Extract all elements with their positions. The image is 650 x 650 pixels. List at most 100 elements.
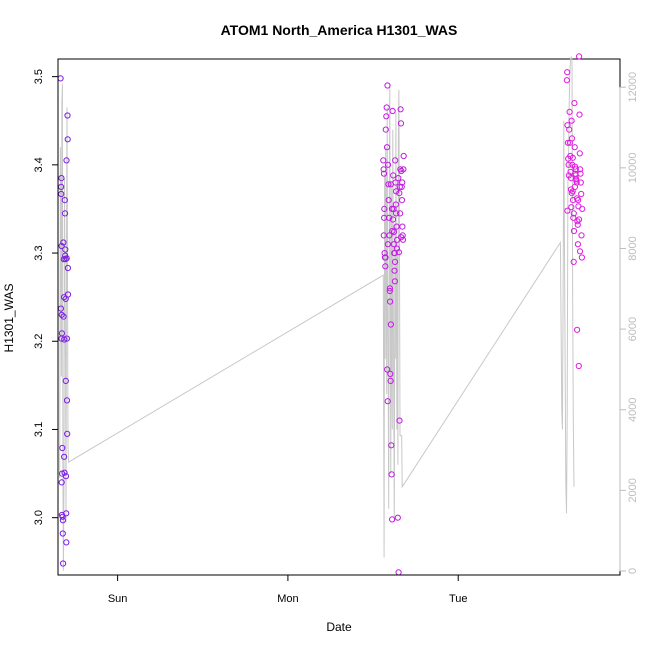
data-point bbox=[57, 75, 64, 82]
data-point bbox=[568, 190, 575, 197]
data-point bbox=[385, 197, 392, 204]
data-point bbox=[382, 263, 389, 270]
y-axis-label: H1301_WAS bbox=[2, 284, 16, 353]
y-tick-label: 3.5 bbox=[33, 69, 45, 84]
data-point bbox=[576, 111, 583, 118]
data-point bbox=[399, 223, 406, 230]
data-point bbox=[380, 170, 388, 177]
y2-tick-label: 0 bbox=[627, 568, 639, 574]
data-point bbox=[398, 197, 406, 204]
data-point bbox=[60, 560, 67, 567]
data-point bbox=[578, 190, 585, 198]
secondary-line-path bbox=[59, 55, 575, 571]
data-point bbox=[380, 166, 387, 173]
data-point bbox=[564, 207, 571, 214]
data-point bbox=[389, 216, 397, 223]
data-point bbox=[566, 126, 573, 133]
data-point bbox=[381, 205, 388, 212]
data-point bbox=[383, 144, 391, 151]
y2-tick-label: 6000 bbox=[627, 317, 639, 341]
data-point bbox=[396, 417, 403, 424]
data-point bbox=[573, 195, 581, 202]
data-point bbox=[386, 232, 393, 239]
data-point bbox=[383, 104, 390, 111]
data-point bbox=[577, 179, 584, 186]
data-point bbox=[575, 216, 583, 223]
y2-tick-label: 2000 bbox=[627, 478, 639, 502]
data-point bbox=[387, 298, 394, 305]
x-axis: Sun Mon Tue bbox=[108, 574, 467, 605]
data-point bbox=[569, 154, 576, 161]
y-tick-label: 3.2 bbox=[33, 334, 45, 349]
data-point bbox=[395, 175, 402, 182]
data-point bbox=[59, 530, 66, 537]
data-point bbox=[58, 175, 65, 182]
data-point bbox=[570, 227, 578, 235]
data-point bbox=[389, 227, 396, 235]
data-point bbox=[61, 210, 69, 217]
data-point bbox=[564, 139, 572, 146]
data-point bbox=[570, 214, 577, 221]
data-point bbox=[393, 223, 400, 230]
data-point bbox=[61, 469, 68, 476]
data-point bbox=[64, 291, 72, 298]
data-point bbox=[395, 569, 402, 576]
data-point bbox=[387, 181, 394, 188]
data-point bbox=[381, 250, 388, 257]
data-point bbox=[397, 106, 404, 113]
data-point bbox=[395, 249, 402, 256]
data-point bbox=[62, 246, 69, 253]
data-point bbox=[388, 205, 396, 212]
x-tick-label: Mon bbox=[277, 593, 298, 605]
data-point bbox=[574, 241, 582, 248]
data-point bbox=[58, 242, 65, 250]
data-point bbox=[58, 311, 65, 318]
data-point bbox=[382, 126, 389, 133]
data-point bbox=[397, 210, 404, 217]
data-point bbox=[63, 397, 71, 404]
plot-box bbox=[57, 58, 621, 576]
x-tick-label: Sun bbox=[108, 593, 128, 605]
data-point bbox=[571, 144, 578, 151]
data-point bbox=[64, 430, 71, 437]
data-point bbox=[398, 183, 405, 190]
data-point bbox=[63, 510, 70, 517]
data-point bbox=[63, 539, 70, 546]
data-point bbox=[388, 471, 395, 478]
data-point bbox=[393, 210, 400, 217]
data-point bbox=[391, 258, 399, 265]
data-point bbox=[60, 313, 67, 320]
data-point bbox=[59, 444, 66, 452]
data-point bbox=[63, 255, 70, 262]
data-point bbox=[383, 113, 390, 120]
data-point bbox=[566, 108, 573, 116]
data-point bbox=[576, 150, 583, 157]
y2-tick-label: 8000 bbox=[627, 236, 639, 260]
y-tick-label: 3.0 bbox=[33, 510, 45, 525]
data-point bbox=[64, 264, 72, 272]
data-point bbox=[390, 172, 397, 179]
data-point bbox=[398, 234, 405, 241]
y-tick-label: 3.4 bbox=[33, 157, 45, 172]
data-point bbox=[387, 321, 394, 328]
data-point bbox=[385, 181, 392, 188]
data-point bbox=[570, 210, 577, 217]
data-point bbox=[391, 267, 398, 274]
data-point bbox=[64, 112, 71, 119]
x-axis-label: Date bbox=[326, 620, 352, 634]
data-point bbox=[397, 120, 405, 127]
data-point bbox=[384, 241, 391, 248]
data-point bbox=[574, 326, 581, 333]
data-point bbox=[574, 221, 581, 228]
data-point bbox=[574, 218, 581, 225]
data-point bbox=[58, 190, 65, 198]
y-axis: 3.0 3.1 3.2 3.3 3.4 3.5 bbox=[33, 69, 59, 525]
data-point bbox=[571, 100, 578, 107]
data-point bbox=[576, 53, 583, 60]
secondary-line bbox=[59, 55, 575, 571]
y2-axis: 0 2000 4000 6000 8000 10000 12000 bbox=[619, 72, 639, 574]
data-point bbox=[399, 179, 406, 186]
chart-title: ATOM1 North_America H1301_WAS bbox=[221, 22, 458, 38]
data-point bbox=[389, 516, 396, 523]
